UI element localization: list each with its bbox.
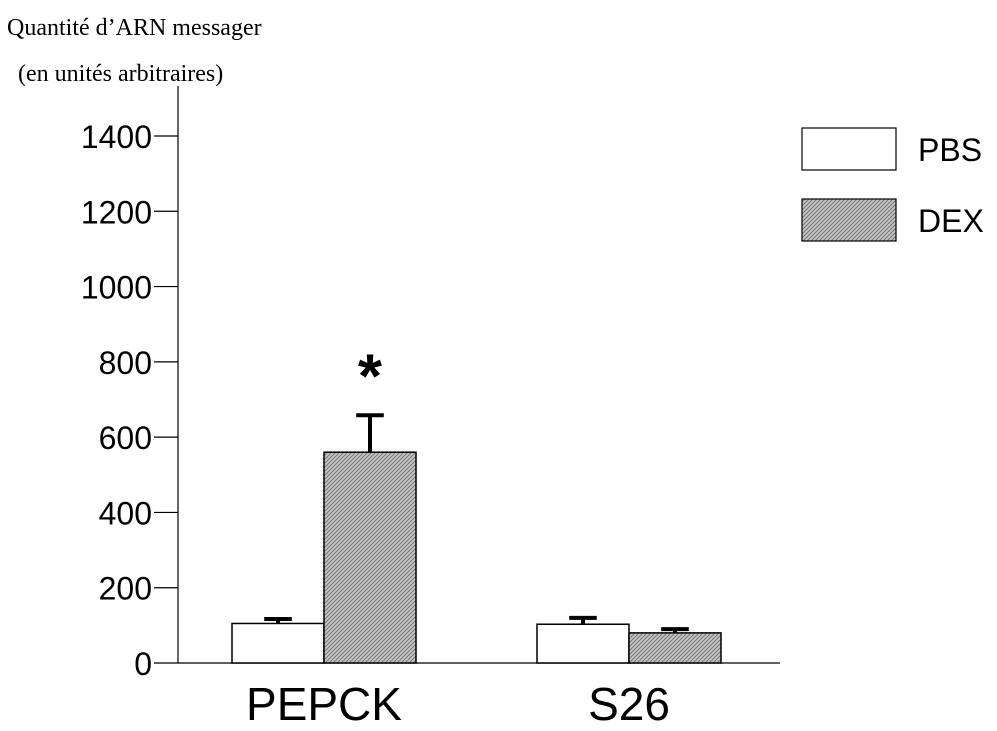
y-tick-label: 200 <box>99 571 152 607</box>
legend: PBS DEX <box>801 127 984 242</box>
significance-asterisk: * <box>358 342 383 411</box>
legend-label-dex: DEX <box>918 203 984 239</box>
y-axis-label-line2: (en unités arbitraires) <box>18 61 223 87</box>
bar-s26-dex <box>628 632 722 664</box>
bar-s26-pbs <box>536 623 630 664</box>
y-tick-label: 1000 <box>81 270 152 306</box>
legend-swatch-dex <box>801 198 897 242</box>
bar-pepck-dex <box>323 451 417 664</box>
y-axis-ticks: 0 200 400 600 800 1000 1200 1400 <box>81 119 178 682</box>
bars-group <box>231 413 722 664</box>
x-axis-labels: PEPCK S26 <box>246 678 670 730</box>
y-axis-label-line1: Quantité d’ARN messager <box>7 15 262 41</box>
y-tick-label: 1400 <box>81 119 152 155</box>
annotations: * <box>358 342 383 411</box>
y-tick-label: 0 <box>134 646 152 682</box>
y-tick-label: 400 <box>99 495 152 531</box>
x-category-label: PEPCK <box>246 678 402 730</box>
legend-label-pbs: PBS <box>918 132 982 168</box>
legend-swatch-pbs <box>801 127 897 171</box>
x-category-label: S26 <box>588 678 670 730</box>
y-tick-label: 600 <box>99 420 152 456</box>
y-tick-label: 1200 <box>81 194 152 230</box>
bar-pepck-pbs <box>231 622 325 664</box>
y-tick-label: 800 <box>99 345 152 381</box>
